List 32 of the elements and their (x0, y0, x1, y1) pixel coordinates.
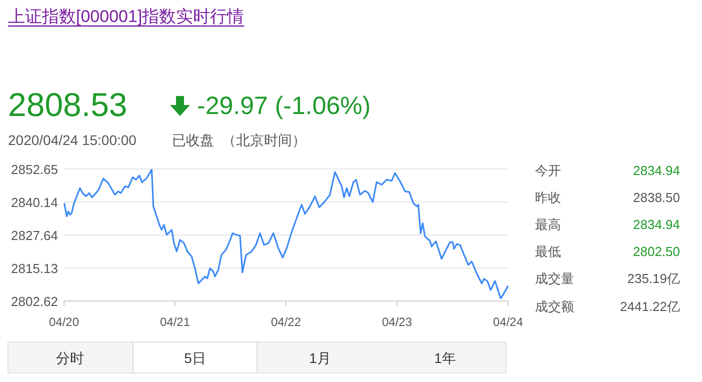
text: 成交额 (535, 299, 574, 314)
text: 2808.53 (8, 86, 128, 123)
text: 1月 (309, 350, 331, 366)
x-tick-label: 04/21 (160, 315, 190, 329)
text: -29.97 (-1.06%) (197, 92, 371, 120)
text: 分时 (56, 350, 84, 366)
y-tick-label: 2802.62 (11, 294, 58, 309)
text: 最高 (535, 217, 561, 232)
y-tick-label: 2840.14 (11, 195, 58, 210)
text: 2838.50 (633, 190, 680, 205)
y-tick-label: 2827.64 (11, 228, 58, 243)
chart-title: 上证指数[000001]指数实时行情 (8, 7, 244, 26)
text: 昨收 (535, 190, 561, 205)
text: 最低 (535, 244, 561, 259)
text: 2020/04/24 15:00:00 (8, 132, 137, 148)
text: （北京时间） (222, 132, 306, 148)
x-tick-label: 04/20 (48, 315, 80, 329)
text: 1年 (434, 350, 456, 366)
text: 5日 (184, 350, 206, 366)
y-tick-label: 2815.13 (11, 260, 58, 276)
text: 2441.22亿 (620, 299, 680, 314)
x-tick-label: 04/23 (382, 315, 412, 329)
text: 235.19亿 (627, 271, 680, 286)
text: 2834.94 (633, 217, 680, 232)
text: 2802.50 (633, 244, 680, 259)
text: 已收盘 (172, 132, 214, 148)
y-tick-label: 2852.65 (11, 162, 58, 177)
text: 2834.94 (633, 163, 680, 178)
text: 今开 (535, 163, 561, 178)
x-tick-label: 04/22 (270, 315, 302, 329)
x-tick-label: 04/24 (492, 315, 524, 329)
text: 成交量 (535, 271, 574, 286)
